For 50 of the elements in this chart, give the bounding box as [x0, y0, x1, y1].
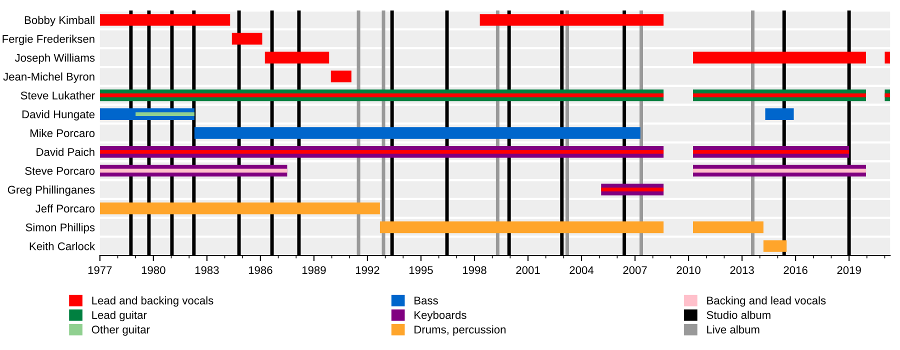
y-tick-label: David Paich: [36, 148, 94, 156]
x-tick-label: 2010: [676, 266, 700, 274]
x-tick-label: 1983: [195, 266, 219, 274]
bar: [763, 240, 787, 252]
bar: [232, 32, 262, 45]
legend-label: Lead and backing vocals: [92, 296, 214, 307]
x-tick-label: 2019: [837, 266, 861, 274]
bar: [100, 202, 380, 214]
y-tick-label: Bobby Kimball: [24, 16, 94, 26]
legend-label: Other guitar: [92, 325, 150, 336]
x-tick-label: 1980: [142, 266, 166, 274]
y-tick-label: Steve Porcaro: [25, 166, 95, 175]
bar: [194, 127, 640, 139]
x-tick-label: 2001: [516, 266, 540, 274]
bar: [692, 168, 866, 173]
bar: [136, 112, 194, 116]
x-tick-label: 2007: [623, 266, 647, 274]
bar: [100, 168, 288, 173]
bar: [380, 221, 664, 234]
x-tick-label: 2013: [730, 266, 754, 274]
x-tick-label: 1989: [302, 266, 326, 274]
y-tick-label: David Hungate: [22, 110, 95, 120]
x-tick-label: 1986: [248, 266, 272, 274]
x-tick-label: 2004: [570, 266, 594, 274]
y-tick-label: Fergie Frederiksen: [2, 34, 94, 46]
y-tick-label: Steve Lukather: [20, 91, 95, 100]
x-tick-label: 1998: [462, 266, 486, 274]
legend-label: Backing and lead vocals: [707, 296, 826, 307]
x-tick-label: 1992: [356, 266, 380, 274]
bar: [330, 70, 352, 82]
x-tick-label: 2016: [784, 266, 808, 274]
x-tick-label: 1977: [88, 266, 112, 274]
y-tick-label: Joseph Williams: [14, 54, 95, 64]
legend-label: Lead guitar: [92, 310, 147, 322]
bar: [765, 108, 794, 120]
bar: [264, 52, 330, 64]
legend-label: Live album: [707, 325, 760, 334]
y-tick-label: Jean-Michel Byron: [3, 72, 94, 83]
legend-label: Keyboards: [414, 310, 466, 322]
y-tick-label: Simon Phillips: [26, 223, 95, 234]
bar: [692, 221, 764, 234]
y-tick-label: Greg Phillinganes: [8, 186, 95, 196]
x-tick-label: 1995: [409, 266, 433, 274]
legend-label: Drums, percussion: [414, 325, 506, 336]
legend-label: Bass: [414, 296, 438, 304]
bar: [100, 14, 230, 26]
legend-label: Studio album: [706, 310, 770, 319]
y-tick-label: Keith Carlock: [30, 242, 96, 250]
y-tick-label: Mike Porcaro: [30, 128, 95, 138]
y-tick-label: Jeff Porcaro: [36, 204, 95, 213]
